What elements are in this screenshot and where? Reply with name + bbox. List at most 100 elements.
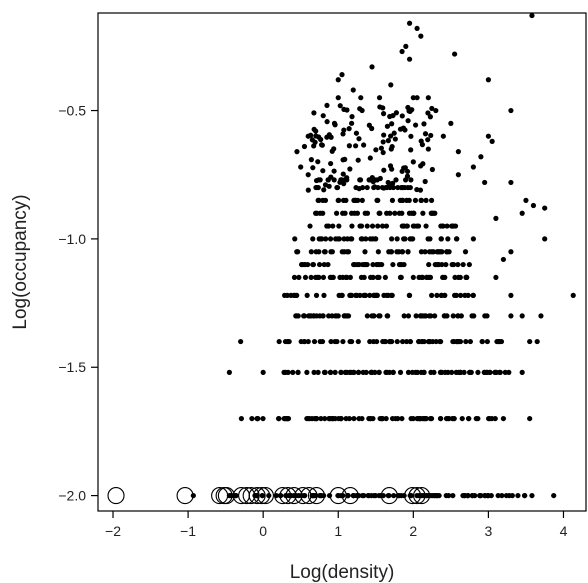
data-point xyxy=(496,369,503,375)
data-point xyxy=(463,274,469,281)
data-point xyxy=(319,236,325,242)
data-point xyxy=(340,338,346,345)
data-point xyxy=(292,236,298,242)
data-point xyxy=(410,95,416,101)
data-point xyxy=(455,313,461,319)
data-point xyxy=(570,292,576,298)
data-point xyxy=(443,492,449,499)
data-point xyxy=(432,492,438,499)
data-point xyxy=(425,95,431,101)
data-point xyxy=(419,142,426,148)
data-point xyxy=(551,492,557,499)
data-point xyxy=(401,313,407,319)
data-point xyxy=(414,369,421,375)
data-point xyxy=(364,313,370,319)
data-point xyxy=(475,369,481,375)
data-point xyxy=(432,313,438,319)
data-point xyxy=(438,236,444,242)
data-point xyxy=(421,121,427,127)
data-point xyxy=(450,492,456,499)
data-point xyxy=(324,119,330,125)
data-point xyxy=(393,177,399,183)
data-point xyxy=(416,338,422,345)
data-point xyxy=(416,274,422,281)
data-point xyxy=(453,236,460,242)
data-point xyxy=(260,369,266,375)
data-point xyxy=(465,415,472,422)
data-point xyxy=(435,261,441,268)
data-point xyxy=(452,274,458,281)
data-point xyxy=(451,292,458,298)
data-point xyxy=(482,492,488,499)
data-point xyxy=(282,292,288,298)
data-point xyxy=(336,223,342,229)
data-point xyxy=(331,168,337,174)
data-point xyxy=(369,223,376,229)
data-point xyxy=(296,274,302,281)
data-point xyxy=(515,492,521,499)
data-point xyxy=(508,313,514,319)
data-point xyxy=(462,249,469,255)
data-point xyxy=(449,261,455,268)
data-point xyxy=(466,261,472,268)
data-point xyxy=(352,197,358,203)
data-point xyxy=(393,110,400,116)
data-point xyxy=(310,261,317,268)
data-point xyxy=(455,261,461,268)
data-point xyxy=(340,131,346,137)
data-point xyxy=(399,113,405,119)
data-point xyxy=(326,183,332,189)
data-point xyxy=(319,338,326,345)
data-point xyxy=(346,126,352,132)
data-point xyxy=(455,149,461,155)
data-point xyxy=(349,338,355,345)
data-point xyxy=(336,197,342,203)
data-point xyxy=(320,113,326,119)
data-point xyxy=(323,236,329,242)
data-point xyxy=(260,415,266,422)
data-point xyxy=(266,492,272,499)
data-point xyxy=(425,146,431,152)
data-point xyxy=(370,236,376,242)
data-point xyxy=(351,369,357,375)
data-point xyxy=(288,292,294,298)
data-point xyxy=(405,104,411,111)
data-point xyxy=(423,197,429,203)
data-point xyxy=(361,274,367,281)
data-point xyxy=(423,223,429,229)
data-point xyxy=(383,415,389,422)
data-point xyxy=(403,43,409,49)
data-point-open xyxy=(211,487,229,505)
data-point xyxy=(351,210,358,216)
data-point xyxy=(527,338,533,345)
data-point xyxy=(318,492,324,499)
data-point xyxy=(360,261,366,268)
data-point xyxy=(317,313,323,319)
data-point xyxy=(328,174,334,180)
data-point xyxy=(379,261,385,268)
data-point xyxy=(346,143,352,149)
data-point xyxy=(406,197,412,203)
data-point xyxy=(383,223,390,229)
data-point xyxy=(422,249,428,255)
data-point xyxy=(226,492,232,499)
data-point xyxy=(230,492,237,499)
data-point xyxy=(328,338,334,345)
data-point xyxy=(361,492,367,499)
data-point xyxy=(415,223,422,229)
data-point xyxy=(326,415,332,422)
data-point xyxy=(298,164,304,170)
data-point xyxy=(326,492,333,499)
data-point xyxy=(339,72,345,78)
data-point xyxy=(402,127,408,133)
data-point xyxy=(313,177,320,184)
data-point xyxy=(391,492,397,499)
data-point xyxy=(342,156,348,162)
data-point xyxy=(378,145,384,151)
data-point xyxy=(448,120,454,126)
data-point xyxy=(354,492,360,499)
data-point xyxy=(444,223,450,229)
data-point xyxy=(500,256,507,263)
data-point xyxy=(438,338,444,345)
data-point xyxy=(337,274,343,281)
